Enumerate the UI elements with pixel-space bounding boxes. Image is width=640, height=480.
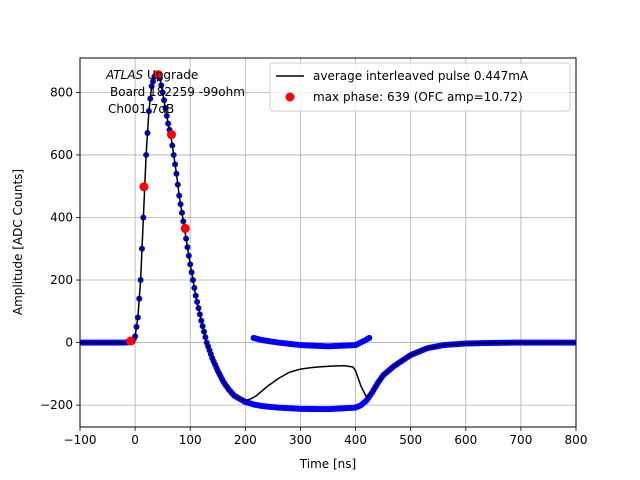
x-tick-label: −100 (64, 433, 97, 447)
legend: average interleaved pulse 0.447mA max ph… (269, 62, 571, 112)
series-blue-samples (250, 334, 373, 350)
x-tick-label: 600 (454, 433, 477, 447)
annotation-line-1: ATLAS Upgrade (105, 68, 198, 82)
x-tick-label: 300 (289, 433, 312, 447)
x-tick-label: 700 (509, 433, 532, 447)
annotation-line-2: Board 182259 -99ohm (110, 85, 245, 99)
x-tick-label: 500 (399, 433, 422, 447)
series-max-phase-markers (126, 70, 190, 346)
max-phase-point (180, 223, 190, 233)
atlas-label: ATLAS (105, 68, 144, 82)
x-tick-label: 200 (234, 433, 257, 447)
legend-box (269, 62, 571, 112)
legend-entry-max-phase: max phase: 639 (OFC amp=10.72) (313, 90, 523, 104)
annotation-line-3: Ch001 7dB (108, 102, 174, 116)
y-tick-label: 800 (50, 85, 73, 99)
y-tick-label: −200 (40, 398, 73, 412)
annotation-upgrade: Upgrade (143, 68, 198, 82)
x-tick-label: 100 (179, 433, 202, 447)
sample-point (366, 334, 373, 341)
legend-dot-swatch (285, 92, 295, 102)
y-axis-label: Amplitude [ADC Counts] (11, 169, 25, 315)
x-tick-label: 400 (344, 433, 367, 447)
max-phase-point (139, 182, 149, 192)
max-phase-point (126, 336, 136, 346)
x-tick-label: 0 (131, 433, 139, 447)
y-tick-label: 600 (50, 148, 73, 162)
x-axis-label: Time [ns] (299, 457, 356, 471)
x-tick-label: 800 (565, 433, 588, 447)
series-layer (80, 70, 576, 413)
y-tick-label: 0 (65, 336, 73, 350)
y-tick-label: 200 (50, 273, 73, 287)
x-axis-ticks: −100 0 100 200 300 400 500 600 700 800 (64, 427, 588, 447)
plot-area (80, 58, 576, 427)
annotation-text: ATLAS Upgrade Board 182259 -99ohm Ch001 … (105, 68, 245, 116)
y-tick-label: 400 (50, 210, 73, 224)
plot-frame (79, 57, 577, 428)
y-axis-ticks: −200 0 200 400 600 800 (40, 85, 80, 412)
max-phase-point (153, 70, 163, 80)
max-phase-point (166, 130, 176, 140)
legend-entry-average-pulse: average interleaved pulse 0.447mA (313, 69, 529, 83)
